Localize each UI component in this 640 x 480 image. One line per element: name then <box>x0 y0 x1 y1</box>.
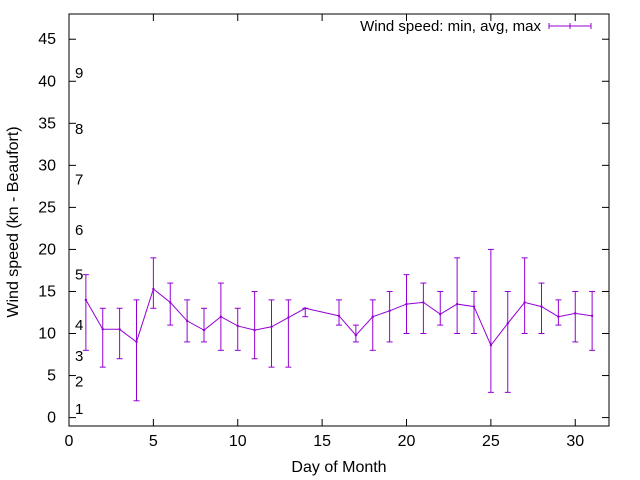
data-point <box>590 314 594 318</box>
data-point <box>219 315 223 318</box>
data-point <box>371 315 374 318</box>
data-point <box>405 302 408 306</box>
data-point <box>202 328 206 332</box>
beaufort-label: 3 <box>75 348 83 365</box>
legend: Wind speed: min, avg, max <box>360 18 592 35</box>
x-tick-label: 0 <box>65 433 74 450</box>
data-point <box>455 302 459 306</box>
series-line <box>85 288 593 347</box>
beaufort-label: 2 <box>75 373 83 390</box>
data-point <box>540 305 543 308</box>
plot-frame <box>68 13 610 427</box>
data-point <box>152 287 155 291</box>
data-point <box>253 328 256 332</box>
data-point <box>523 301 526 304</box>
series-layer <box>82 248 596 402</box>
data-point <box>287 316 290 319</box>
beaufort-label: 8 <box>75 121 83 138</box>
y-tick-label: 10 <box>38 326 56 343</box>
data-point <box>337 314 341 318</box>
y-tick-label: 0 <box>47 410 56 427</box>
y-tick-label: 40 <box>38 73 56 90</box>
beaufort-scale: 1 2 3 4 5 6 7 8 9 <box>75 65 83 418</box>
data-point <box>439 312 442 316</box>
data-point <box>236 324 239 328</box>
x-tick-label: 30 <box>566 433 584 450</box>
y-tick-label: 20 <box>38 241 56 258</box>
y-tick-label: 15 <box>38 283 56 300</box>
y-tick-label: 30 <box>38 157 56 174</box>
data-point <box>135 340 138 344</box>
data-point <box>489 344 493 347</box>
data-point <box>84 298 88 302</box>
x-tick-label: 15 <box>313 433 331 450</box>
data-point <box>118 328 121 331</box>
x-tick-label: 25 <box>482 433 500 450</box>
beaufort-label: 7 <box>75 172 83 189</box>
y-tick-label: 5 <box>47 368 56 385</box>
x-tick-label: 20 <box>398 433 416 450</box>
legend-label: Wind speed: min, avg, max <box>360 18 541 35</box>
y-tick-label: 45 <box>38 31 56 48</box>
data-point <box>185 319 189 323</box>
y-tick-label: 25 <box>38 199 56 216</box>
data-point <box>506 322 509 325</box>
x-axis-title: Day of Month <box>291 459 386 476</box>
data-point <box>388 309 391 313</box>
data-point <box>557 315 560 318</box>
beaufort-label: 4 <box>75 317 83 334</box>
x-tick-label: 10 <box>229 433 247 450</box>
data-point <box>101 328 104 331</box>
beaufort-label: 6 <box>75 222 83 239</box>
data-point <box>169 301 172 304</box>
data-point <box>472 305 476 308</box>
y-tick-label: 35 <box>38 115 56 132</box>
data-point <box>270 325 273 328</box>
beaufort-label: 9 <box>75 65 83 82</box>
data-point <box>574 312 577 315</box>
beaufort-label: 5 <box>75 267 83 284</box>
data-point <box>304 307 307 310</box>
data-point <box>422 301 425 304</box>
y-axis-title: Wind speed (kn - Beaufort) <box>5 126 22 317</box>
data-point <box>354 333 358 337</box>
x-tick-label: 5 <box>149 433 158 450</box>
legend-key <box>548 23 592 29</box>
beaufort-label: 1 <box>75 401 83 418</box>
